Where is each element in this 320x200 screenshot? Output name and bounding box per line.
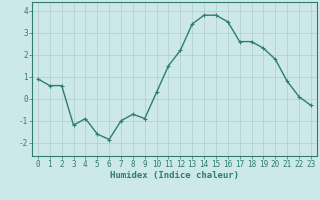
X-axis label: Humidex (Indice chaleur): Humidex (Indice chaleur) bbox=[110, 171, 239, 180]
